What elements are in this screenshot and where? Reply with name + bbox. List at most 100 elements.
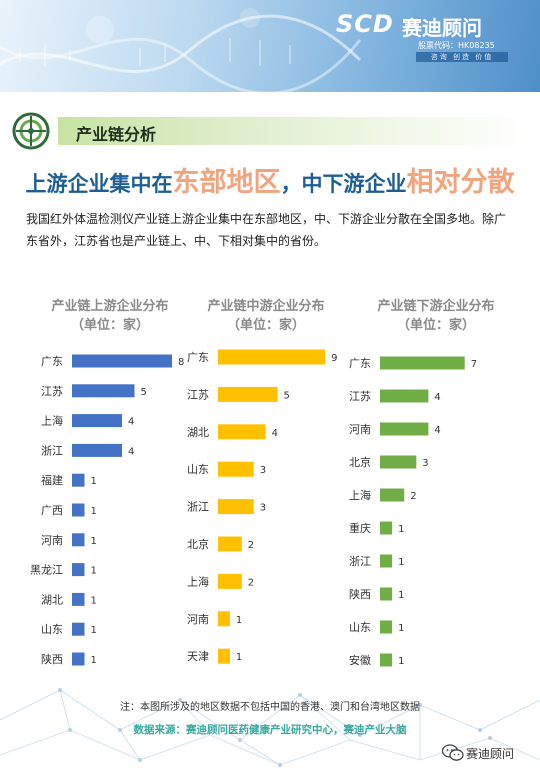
wechat-account: 赛迪顾问 — [442, 742, 532, 764]
downstream-bar — [380, 455, 417, 469]
downstream-value-label: 2 — [410, 491, 416, 502]
target-icon — [12, 112, 50, 150]
upstream-value-label: 1 — [91, 595, 97, 606]
upstream-value-label: 4 — [128, 446, 134, 457]
logo-mark: SCD — [336, 10, 394, 38]
downstream-value-label: 1 — [398, 590, 404, 601]
midstream-category-label: 浙江 — [187, 501, 209, 514]
downstream-category-label: 山东 — [349, 621, 371, 634]
upstream-value-label: 4 — [128, 417, 134, 428]
upstream-bar — [72, 384, 135, 398]
midstream-value-label: 1 — [236, 615, 242, 626]
midstream-bar — [218, 461, 254, 477]
downstream-category-label: 浙江 — [349, 555, 371, 568]
downstream-value-label: 1 — [398, 623, 404, 634]
company-slogan: 咨询 创造 价值 — [416, 52, 508, 62]
downstream-category-label: 广东 — [349, 357, 371, 370]
company-name: 赛迪顾问 — [402, 16, 482, 40]
wechat-icon — [442, 744, 464, 761]
downstream-value-label: 4 — [434, 425, 440, 436]
upstream-bar — [72, 443, 122, 457]
section-tab: 产业链分析 — [58, 117, 528, 145]
upstream-category-label: 黑龙江 — [30, 564, 63, 577]
midstream-value-label: 3 — [260, 503, 266, 514]
upstream-value-label: 1 — [91, 566, 97, 577]
upstream-category-label: 江苏 — [41, 385, 63, 398]
downstream-bar — [380, 554, 393, 568]
upstream-value-label: 1 — [91, 536, 97, 547]
downstream-bar — [380, 653, 393, 667]
stock-code: 股票代码：HK08235 — [418, 41, 495, 50]
section-title: 产业链分析 — [76, 125, 157, 144]
midstream-value-label: 3 — [260, 465, 266, 476]
upstream-value-label: 5 — [141, 387, 147, 398]
downstream-bar — [380, 620, 393, 634]
headline-part-1: 上游企业集中在 — [25, 172, 173, 196]
chart-title-downstream-main: 产业链下游企业分布 — [377, 299, 495, 314]
midstream-bar — [218, 386, 278, 402]
data-source: 数据来源：赛迪顾问医药健康产业研究中心，赛迪产业大脑 — [133, 724, 407, 736]
midstream-value-label: 2 — [248, 540, 254, 551]
upstream-category-label: 上海 — [41, 414, 63, 428]
upstream-value-label: 1 — [91, 625, 97, 636]
chart-title-downstream-unit: （单位：家） — [396, 318, 475, 333]
midstream-bar — [218, 536, 242, 552]
upstream-bar — [72, 503, 85, 517]
midstream-bar — [218, 424, 266, 440]
upstream-bar — [72, 354, 172, 368]
upstream-bar — [72, 622, 85, 636]
midstream-bar — [218, 648, 230, 664]
downstream-bar — [380, 389, 429, 403]
header-banner: SCD 赛迪顾问 股票代码：HK08235 咨询 创造 价值 — [0, 0, 540, 92]
downstream-value-label: 1 — [398, 656, 404, 667]
downstream-value-label: 4 — [434, 392, 440, 403]
chart-title-midstream-main: 产业链中游企业分布 — [207, 299, 325, 314]
midstream-value-label: 2 — [248, 577, 254, 588]
headline-part-3: ，中下游企业 — [280, 172, 407, 196]
upstream-value-label: 1 — [91, 655, 97, 666]
downstream-value-label: 1 — [398, 524, 404, 535]
upstream-category-label: 陕西 — [41, 652, 63, 666]
midstream-category-label: 江苏 — [187, 388, 209, 401]
upstream-bar — [72, 533, 85, 547]
downstream-category-label: 重庆 — [349, 521, 371, 535]
midstream-category-label: 北京 — [187, 537, 209, 551]
footnote: 注：本图所涉及的地区数据不包括中国的香港、澳门和台湾地区数据 — [120, 702, 420, 713]
upstream-bar — [72, 592, 85, 606]
chart-title-downstream: 产业链下游企业分布 （单位：家） — [356, 297, 516, 335]
upstream-category-label: 福建 — [41, 473, 63, 487]
downstream-bar — [380, 521, 393, 535]
midstream-value-label: 4 — [272, 428, 278, 439]
midstream-bar — [218, 349, 326, 365]
chart-title-upstream-main: 产业链上游企业分布 — [51, 299, 169, 314]
upstream-category-label: 河南 — [41, 534, 63, 547]
intro-paragraph: 我国红外体温检测仪产业链上游企业集中在东部地区，中、下游企业分散在全国多地。除广… — [26, 212, 507, 248]
midstream-value-label: 9 — [331, 353, 337, 364]
chart-title-upstream-unit: （单位：家） — [70, 318, 149, 333]
upstream-category-label: 山东 — [41, 623, 63, 636]
upstream-category-label: 广东 — [41, 355, 63, 368]
upstream-category-label: 广西 — [41, 504, 63, 517]
midstream-category-label: 河南 — [187, 613, 209, 626]
upstream-value-label: 8 — [178, 357, 184, 368]
downstream-category-label: 安徽 — [349, 653, 371, 667]
downstream-category-label: 河南 — [349, 423, 371, 436]
midstream-value-label: 1 — [236, 652, 242, 663]
headline-emphasis-1: 东部地区 — [172, 167, 281, 198]
downstream-category-label: 江苏 — [349, 390, 371, 403]
wechat-account-name: 赛迪顾问 — [466, 747, 515, 761]
downstream-value-label: 1 — [398, 557, 404, 568]
midstream-category-label: 天津 — [187, 650, 209, 663]
headline-emphasis-2: 相对分散 — [406, 167, 515, 198]
company-logo: SCD 赛迪顾问 股票代码：HK08235 咨询 创造 价值 — [324, 6, 524, 66]
upstream-category-label: 湖北 — [41, 593, 63, 606]
downstream-category-label: 北京 — [349, 455, 371, 469]
midstream-bar — [218, 611, 230, 627]
upstream-value-label: 1 — [91, 476, 97, 487]
upstream-bar — [72, 473, 85, 487]
downstream-bar — [380, 488, 405, 502]
midstream-category-label: 山东 — [187, 463, 209, 476]
dna-helix-graphic — [0, 8, 362, 92]
midstream-bar — [218, 499, 254, 515]
